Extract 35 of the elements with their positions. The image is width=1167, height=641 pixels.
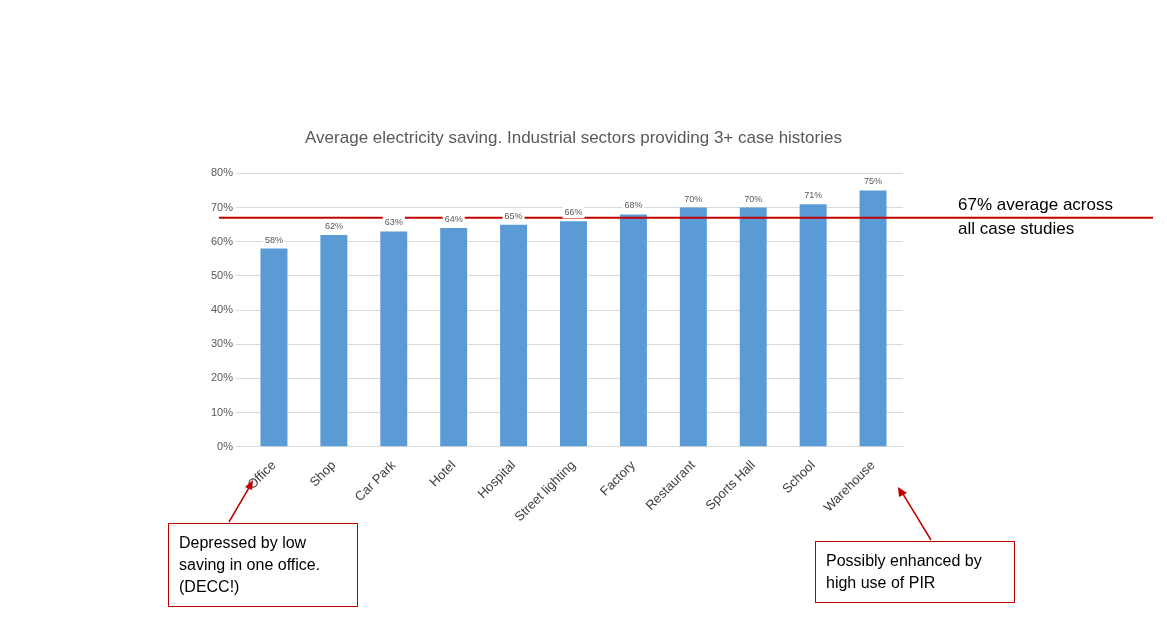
data-label: 62%	[324, 220, 343, 231]
data-label: 71%	[804, 190, 823, 201]
bar	[859, 190, 887, 447]
data-label: 66%	[564, 207, 583, 218]
chart-title: Average electricity saving. Industrial sectors providing 3+ case histories	[305, 127, 842, 147]
bar	[440, 228, 468, 447]
bar	[799, 204, 827, 447]
bar	[380, 231, 408, 447]
data-label: 70%	[684, 193, 703, 204]
data-label: 64%	[444, 214, 463, 225]
y-tick-label: 60%	[210, 234, 234, 247]
y-tick-label: 10%	[210, 405, 234, 418]
data-label: 68%	[624, 200, 643, 211]
bar	[679, 207, 707, 447]
bar	[500, 224, 528, 447]
bar	[560, 221, 587, 447]
ref-line-label: 67% average across all case studies	[958, 194, 1113, 238]
text: Depressed by low saving in one office. (DECC!)	[168, 523, 358, 607]
bar	[739, 207, 767, 447]
y-tick-label: 50%	[210, 268, 234, 281]
y-tick-label: 0%	[217, 439, 234, 452]
y-tick-label: 80%	[210, 166, 234, 179]
data-label: 63%	[384, 217, 403, 228]
data-label: 58%	[264, 234, 283, 245]
text: Possibly enhanced by high use of PIR	[815, 541, 1015, 603]
data-label: 75%	[864, 176, 883, 187]
data-label: 65%	[504, 210, 523, 221]
bar	[320, 234, 348, 447]
y-tick-label: 30%	[210, 337, 234, 350]
y-tick-label: 20%	[210, 371, 234, 384]
bar	[619, 214, 647, 447]
y-tick-label: 40%	[210, 303, 234, 316]
y-tick-label: 70%	[210, 200, 234, 213]
data-label: 70%	[744, 193, 763, 204]
bar	[260, 248, 288, 447]
